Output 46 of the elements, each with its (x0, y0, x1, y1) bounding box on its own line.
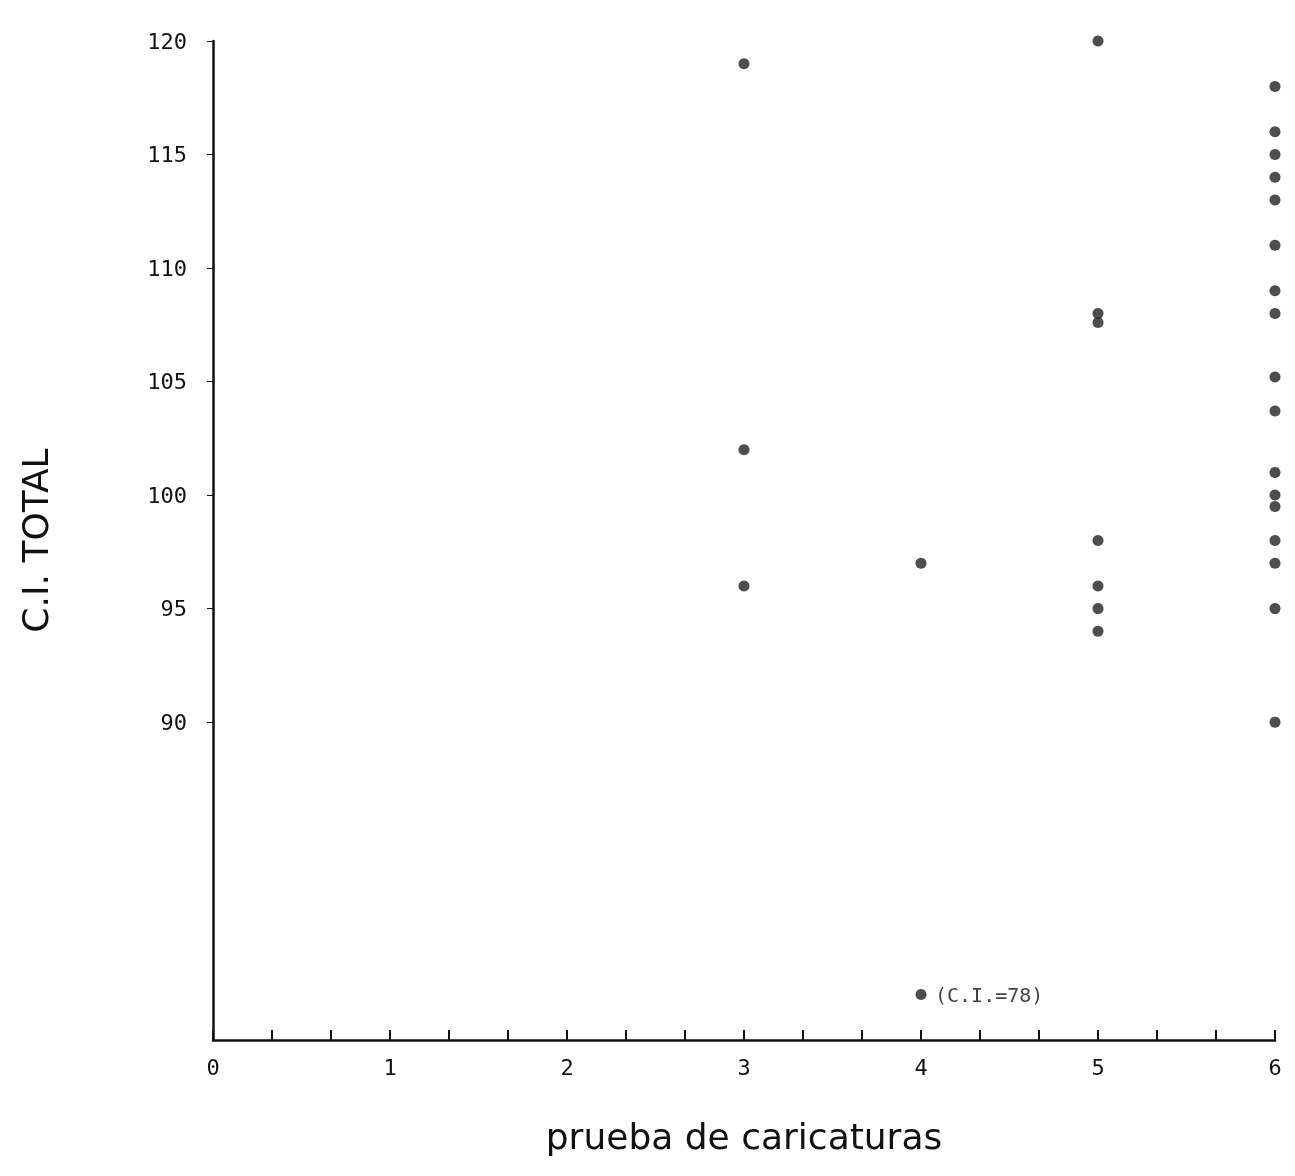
point (1269, 149, 1281, 161)
point (1269, 716, 1281, 728)
y-axis-title: C.I. TOTAL (14, 448, 56, 633)
y-tick-label: 120 (147, 28, 187, 54)
point (1269, 285, 1281, 297)
point (1092, 580, 1104, 592)
point (1269, 371, 1281, 383)
y-tick-label: 115 (147, 142, 187, 168)
point (1092, 535, 1104, 546)
point (1269, 557, 1281, 569)
point (1269, 466, 1281, 478)
x-tick-label: 5 (1091, 1054, 1105, 1080)
x-tick-label: 0 (206, 1054, 220, 1080)
point (1092, 35, 1104, 47)
point (1092, 625, 1104, 637)
point (738, 580, 750, 592)
point (1092, 603, 1104, 615)
point (1269, 126, 1281, 138)
point (1269, 500, 1281, 512)
point (1092, 307, 1104, 319)
point (1269, 603, 1281, 615)
point (1269, 489, 1281, 501)
point (1269, 239, 1281, 251)
y-tick-label: 100 (147, 482, 187, 508)
y-tick-label: 110 (147, 255, 187, 281)
point (915, 557, 927, 569)
x-tick-label: 2 (560, 1054, 574, 1080)
point (1269, 80, 1281, 92)
point (1269, 535, 1281, 546)
y-tick-label: 95 (160, 596, 187, 622)
point (1269, 307, 1281, 319)
point (1092, 317, 1104, 329)
annotation: (C.I.=78) (935, 982, 1044, 1007)
point (738, 58, 750, 70)
point (1269, 171, 1281, 183)
y-tick-label: 105 (147, 369, 187, 395)
point (1269, 405, 1281, 417)
x-tick-label: 6 (1268, 1054, 1282, 1080)
x-tick-label: 1 (383, 1054, 397, 1080)
x-tick-label: 3 (737, 1054, 751, 1080)
x-axis-title: prueba de caricaturas (545, 1115, 943, 1157)
point (1269, 194, 1281, 206)
point (738, 444, 750, 456)
point (915, 989, 927, 1001)
x-tick-label: 4 (914, 1054, 928, 1080)
y-tick-label: 90 (160, 709, 187, 735)
